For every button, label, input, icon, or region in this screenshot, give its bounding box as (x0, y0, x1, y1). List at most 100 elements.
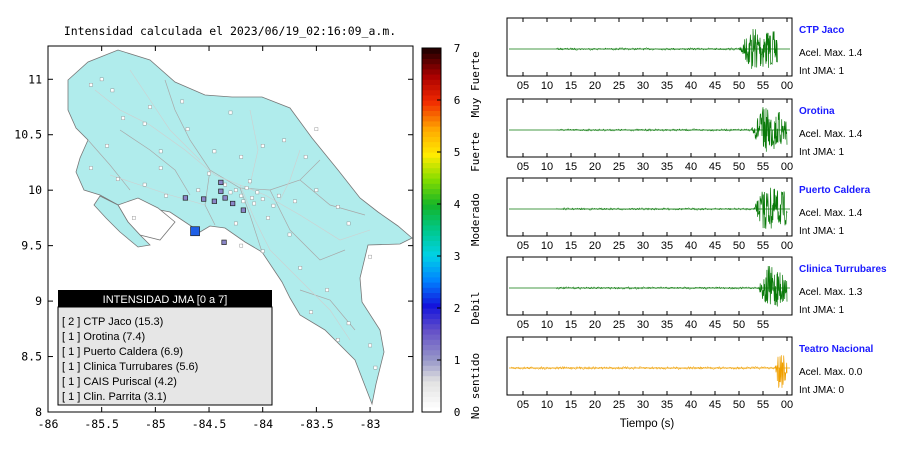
town-marker (336, 338, 340, 342)
waveform-frame (506, 336, 793, 396)
colorbar-cell (422, 282, 441, 288)
waveform-tick-label: 15 (565, 80, 577, 92)
colorbar-cell (422, 48, 441, 54)
colorbar-cell (422, 188, 441, 195)
town-marker (325, 288, 329, 292)
waveform-noise (510, 365, 776, 371)
town-marker (207, 171, 211, 176)
colorbar-cell (422, 53, 441, 59)
colorbar-cell (422, 297, 441, 304)
waveform-tick-label: 05 (517, 161, 529, 173)
colorbar-cell (422, 110, 441, 117)
colorbar-cell (422, 204, 441, 210)
town-marker (196, 188, 201, 192)
station-name: Clinica Turrubares (799, 264, 887, 275)
waveform-tick-label: 55 (757, 80, 769, 92)
town-marker (260, 197, 265, 201)
colorbar-cell (422, 230, 441, 236)
waveform-tick-label: 00 (781, 240, 793, 252)
station-marker (240, 207, 246, 213)
waveform-panel: 05 10 15 20 25 30 35 40 45 50 55 00 Teatro Nacional A… (506, 336, 873, 411)
legend-header: INTENSIDAD JMA [0 a 7] (103, 294, 228, 306)
station-name: Teatro Nacional (799, 344, 873, 355)
town-marker (158, 166, 163, 170)
waveform-noise (556, 206, 754, 211)
map-y-tick-label: 9 (35, 294, 42, 308)
town-marker (239, 155, 244, 159)
station-max-accel: Acel. Max. 0.0 (799, 367, 863, 378)
station-max-accel: Acel. Max. 1.4 (799, 129, 863, 140)
legend-item: [ 1 ] Puerto Caldera (6.9) (62, 346, 183, 358)
map-x-tick-label: -85.5 (84, 417, 119, 431)
waveform-tick-label: 35 (661, 80, 673, 92)
station-marker (222, 195, 228, 201)
legend-item: [ 2 ] CTP Jaco (15.3) (62, 316, 163, 328)
colorbar-cell (422, 360, 441, 366)
town-marker (293, 199, 297, 204)
colorbar-cell (422, 167, 441, 174)
map-x-ticks: -86 -85.5 -85 -84.5 -84 -83.5 -83 (38, 46, 381, 431)
colorbar-cell (422, 266, 441, 273)
colorbar-cell (422, 240, 441, 247)
waveform-tick-label: 50 (733, 80, 745, 92)
waveform-tick-label: 10 (541, 240, 553, 252)
waveform-tick-label: 30 (637, 161, 649, 173)
waveform-tick-label: 25 (613, 399, 625, 411)
legend-body (57, 306, 273, 406)
map-y-tick-label: 10.5 (14, 128, 42, 142)
legend-item: [ 1 ] Orotina (7.4) (62, 331, 145, 343)
colorbar-cell (422, 323, 441, 330)
station-max-accel: Acel. Max. 1.4 (799, 48, 863, 59)
station-marker (190, 226, 200, 237)
station-name: Puerto Caldera (799, 185, 871, 196)
map-x-tick-label: -84.5 (192, 417, 227, 431)
map-y-tick-label: 8.5 (21, 350, 42, 364)
town-marker (277, 193, 281, 198)
waveform-tick-label: 10 (541, 319, 553, 331)
town-marker (142, 182, 147, 187)
waveform-tick-label: 20 (589, 161, 601, 173)
waveform-tick-label: 05 (517, 80, 529, 92)
waveform-frame (506, 177, 793, 237)
colorbar-cell (422, 235, 441, 241)
station-jma-intensity: Int JMA: 0 (799, 385, 844, 396)
waveform-tick-label: 25 (613, 161, 625, 173)
intensity-legend: INTENSIDAD JMA [0 a 7] [ 2 ] CTP Jaco (1… (57, 290, 273, 406)
waveform-trace (750, 107, 788, 152)
colorbar-cell (422, 287, 441, 293)
colorbar-cell (422, 209, 441, 215)
station-jma-intensity: Int JMA: 1 (799, 147, 844, 158)
town-marker (255, 190, 260, 195)
waveform-tick-label: 00 (781, 161, 793, 173)
waveform-tick-label: 10 (541, 161, 553, 173)
colorbar-cell (422, 391, 441, 397)
waveform-tick-label: 15 (565, 399, 577, 411)
waveform-tick-label: 55 (757, 319, 769, 331)
waveform-tick-label: 20 (589, 240, 601, 252)
waveform-tick-label: 35 (661, 161, 673, 173)
town-marker (99, 77, 104, 82)
waveform-bg (507, 99, 792, 157)
town-marker (234, 188, 238, 192)
waveform-tick-label: 30 (637, 240, 649, 252)
colorbar-cell (422, 120, 441, 127)
colorbar-cell (422, 302, 441, 309)
colorbar-cell (422, 224, 441, 231)
colorbar-cell (422, 141, 441, 148)
waveform-bg (507, 178, 792, 236)
colorbar-cell (422, 313, 441, 319)
waveform-frame (506, 98, 793, 158)
colorbar-cell (422, 126, 441, 132)
waveform-tick-label: 35 (661, 240, 673, 252)
town-marker (148, 105, 152, 109)
waveform-tick-label: 45 (709, 80, 721, 92)
colorbar-tick-label: 7 (454, 42, 461, 55)
colorbar-category-label: No sentido (469, 353, 482, 419)
colorbar-category-label: Moderado (469, 193, 482, 246)
station-marker (211, 198, 217, 204)
waveform-tick-label: 10 (541, 399, 553, 411)
waveform-panel: 05 10 15 20 25 30 35 40 45 50 55 00 Orotina Acel. Max… (506, 98, 863, 173)
waveform-tick-label: 40 (685, 80, 697, 92)
province-boundaries (87, 79, 366, 331)
